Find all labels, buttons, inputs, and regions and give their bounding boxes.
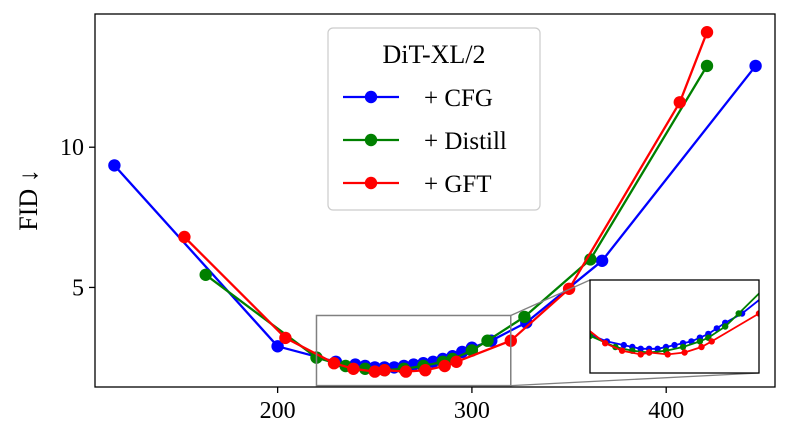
data-point [279,331,292,345]
legend: DiT-XL/2 + CFG + Distill + GFT [327,27,541,211]
zoom-region-box [315,314,512,387]
data-point [673,96,686,109]
x-tick-label: 300 [454,398,490,424]
inset-data-point [755,310,759,317]
legend-entries: + CFG + Distill + GFT [343,85,507,198]
plot-frame [94,13,776,388]
data-point [399,365,413,378]
x-tick-label: 400 [648,398,684,424]
inset-data-point [637,345,644,352]
inset-data-point [645,349,653,356]
data-point [358,362,372,375]
series-2 [178,26,714,378]
connector-line [510,279,591,317]
inset-data-point [708,338,715,345]
inset-data-point [637,351,644,358]
inset-data-point [602,340,609,347]
data-point [108,159,121,172]
legend-title: DiT-XL/2 [382,40,485,69]
inset-data-point [654,345,661,352]
inset-series-2 [560,307,759,358]
inset-background [590,280,759,373]
legend-swatch-marker [364,90,378,104]
legend-entry-1: + Distill [343,128,507,155]
legend-swatch-marker [364,133,378,147]
zoom-indicator [315,279,760,387]
inset-series [491,223,774,358]
data-point [178,230,191,244]
inset-data-point [722,323,729,330]
inset-data-point [560,307,566,313]
inset-frame [589,279,760,374]
inset-data-point [491,223,497,229]
data-point [199,268,212,281]
plot-lines [108,26,762,378]
inset-data-point [664,351,671,358]
inset-data-point [698,343,705,351]
data-point [438,359,451,373]
y-tick-label: 5 [72,275,84,301]
legend-entry-0: + CFG [343,85,493,112]
legend-label: + CFG [424,85,493,112]
data-point [595,254,609,267]
legend-box [327,27,541,211]
legend-label: + Distill [424,128,507,155]
legend-entry-2: + GFT [343,171,492,198]
inset-data-point [620,341,627,349]
data-point [368,365,381,378]
data-point [271,340,284,353]
x-tick-label: 200 [260,398,296,424]
data-point [378,364,391,377]
connector-line [510,372,760,387]
data-point [327,357,341,370]
data-point [700,59,714,73]
inset-data-point [768,279,774,285]
inset-data-point [679,343,687,351]
inset-data-point [553,318,559,324]
data-point [347,362,360,375]
y-axis-label: FID ↓ [14,169,43,230]
data-point [419,364,432,377]
inset-data-point [681,349,688,356]
legend-swatch-marker [364,176,378,190]
inset-data-point [671,341,678,349]
axis-ticks: 200 300 400 5 10 [60,135,684,424]
data-point [700,26,714,39]
inset-data-point [696,338,704,345]
y-tick-label: 10 [60,135,84,161]
data-point [481,334,494,347]
legend-label: + GFT [424,171,492,198]
inset-data-point [618,347,626,354]
data-point [749,59,762,73]
data-point [518,310,531,324]
data-point [450,355,463,368]
inset-zoom [491,223,774,374]
inset-data-point [735,310,742,317]
